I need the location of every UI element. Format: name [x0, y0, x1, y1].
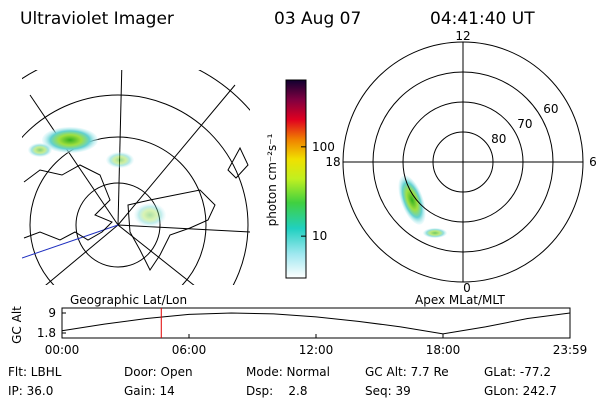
mlt-label: 6: [589, 155, 597, 169]
info-field: Seq: 39: [365, 384, 411, 398]
mlt-label: 0: [463, 281, 471, 295]
colorbar-tick-label: 100: [312, 140, 335, 154]
x-tick-label: 00:00: [45, 343, 80, 357]
ring-label: 60: [543, 102, 558, 116]
info-field: Gain: 14: [124, 384, 175, 398]
colorbar-tick-label: 10: [312, 229, 327, 243]
instrument: Ultraviolet Imager: [20, 9, 174, 29]
y-tick-label: 9: [48, 306, 56, 320]
left-caption: Geographic Lat/Lon: [70, 293, 187, 307]
mlt-label: 12: [455, 29, 470, 43]
altitude-label: GC Alt: [10, 306, 24, 344]
info-field: Flt: LBHL: [8, 365, 62, 379]
altitude-line: [61, 312, 571, 335]
info-field: IP: 36.0: [8, 384, 53, 398]
ring-label: 80: [491, 132, 506, 146]
x-tick-label: 23:59: [553, 343, 588, 357]
info-field: GC Alt: 7.7 Re: [365, 365, 449, 379]
x-tick-label: 06:00: [172, 343, 207, 357]
info-field: GLon: 242.7: [484, 384, 557, 398]
altitude-frame: [61, 307, 571, 339]
right-caption: Apex MLat/MLT: [415, 293, 505, 307]
date: 03 Aug 07: [274, 9, 361, 29]
info-field: GLat: -77.2: [484, 365, 551, 379]
colorbar-label: photon cm⁻²s⁻¹: [265, 133, 279, 226]
x-tick-label: 18:00: [426, 343, 461, 357]
time: 04:41:40 UT: [430, 9, 535, 29]
info-field: Door: Open: [124, 365, 193, 379]
info-field: Mode: Normal: [246, 365, 330, 379]
ring-label: 70: [517, 117, 532, 131]
y-tick-label: 1.8: [37, 326, 56, 340]
mlt-label: 18: [325, 155, 340, 169]
info-field: Dsp: 2.8: [246, 384, 308, 398]
x-tick-label: 12:00: [299, 343, 334, 357]
colorbar: [285, 79, 307, 279]
geographic-map: [22, 70, 250, 285]
